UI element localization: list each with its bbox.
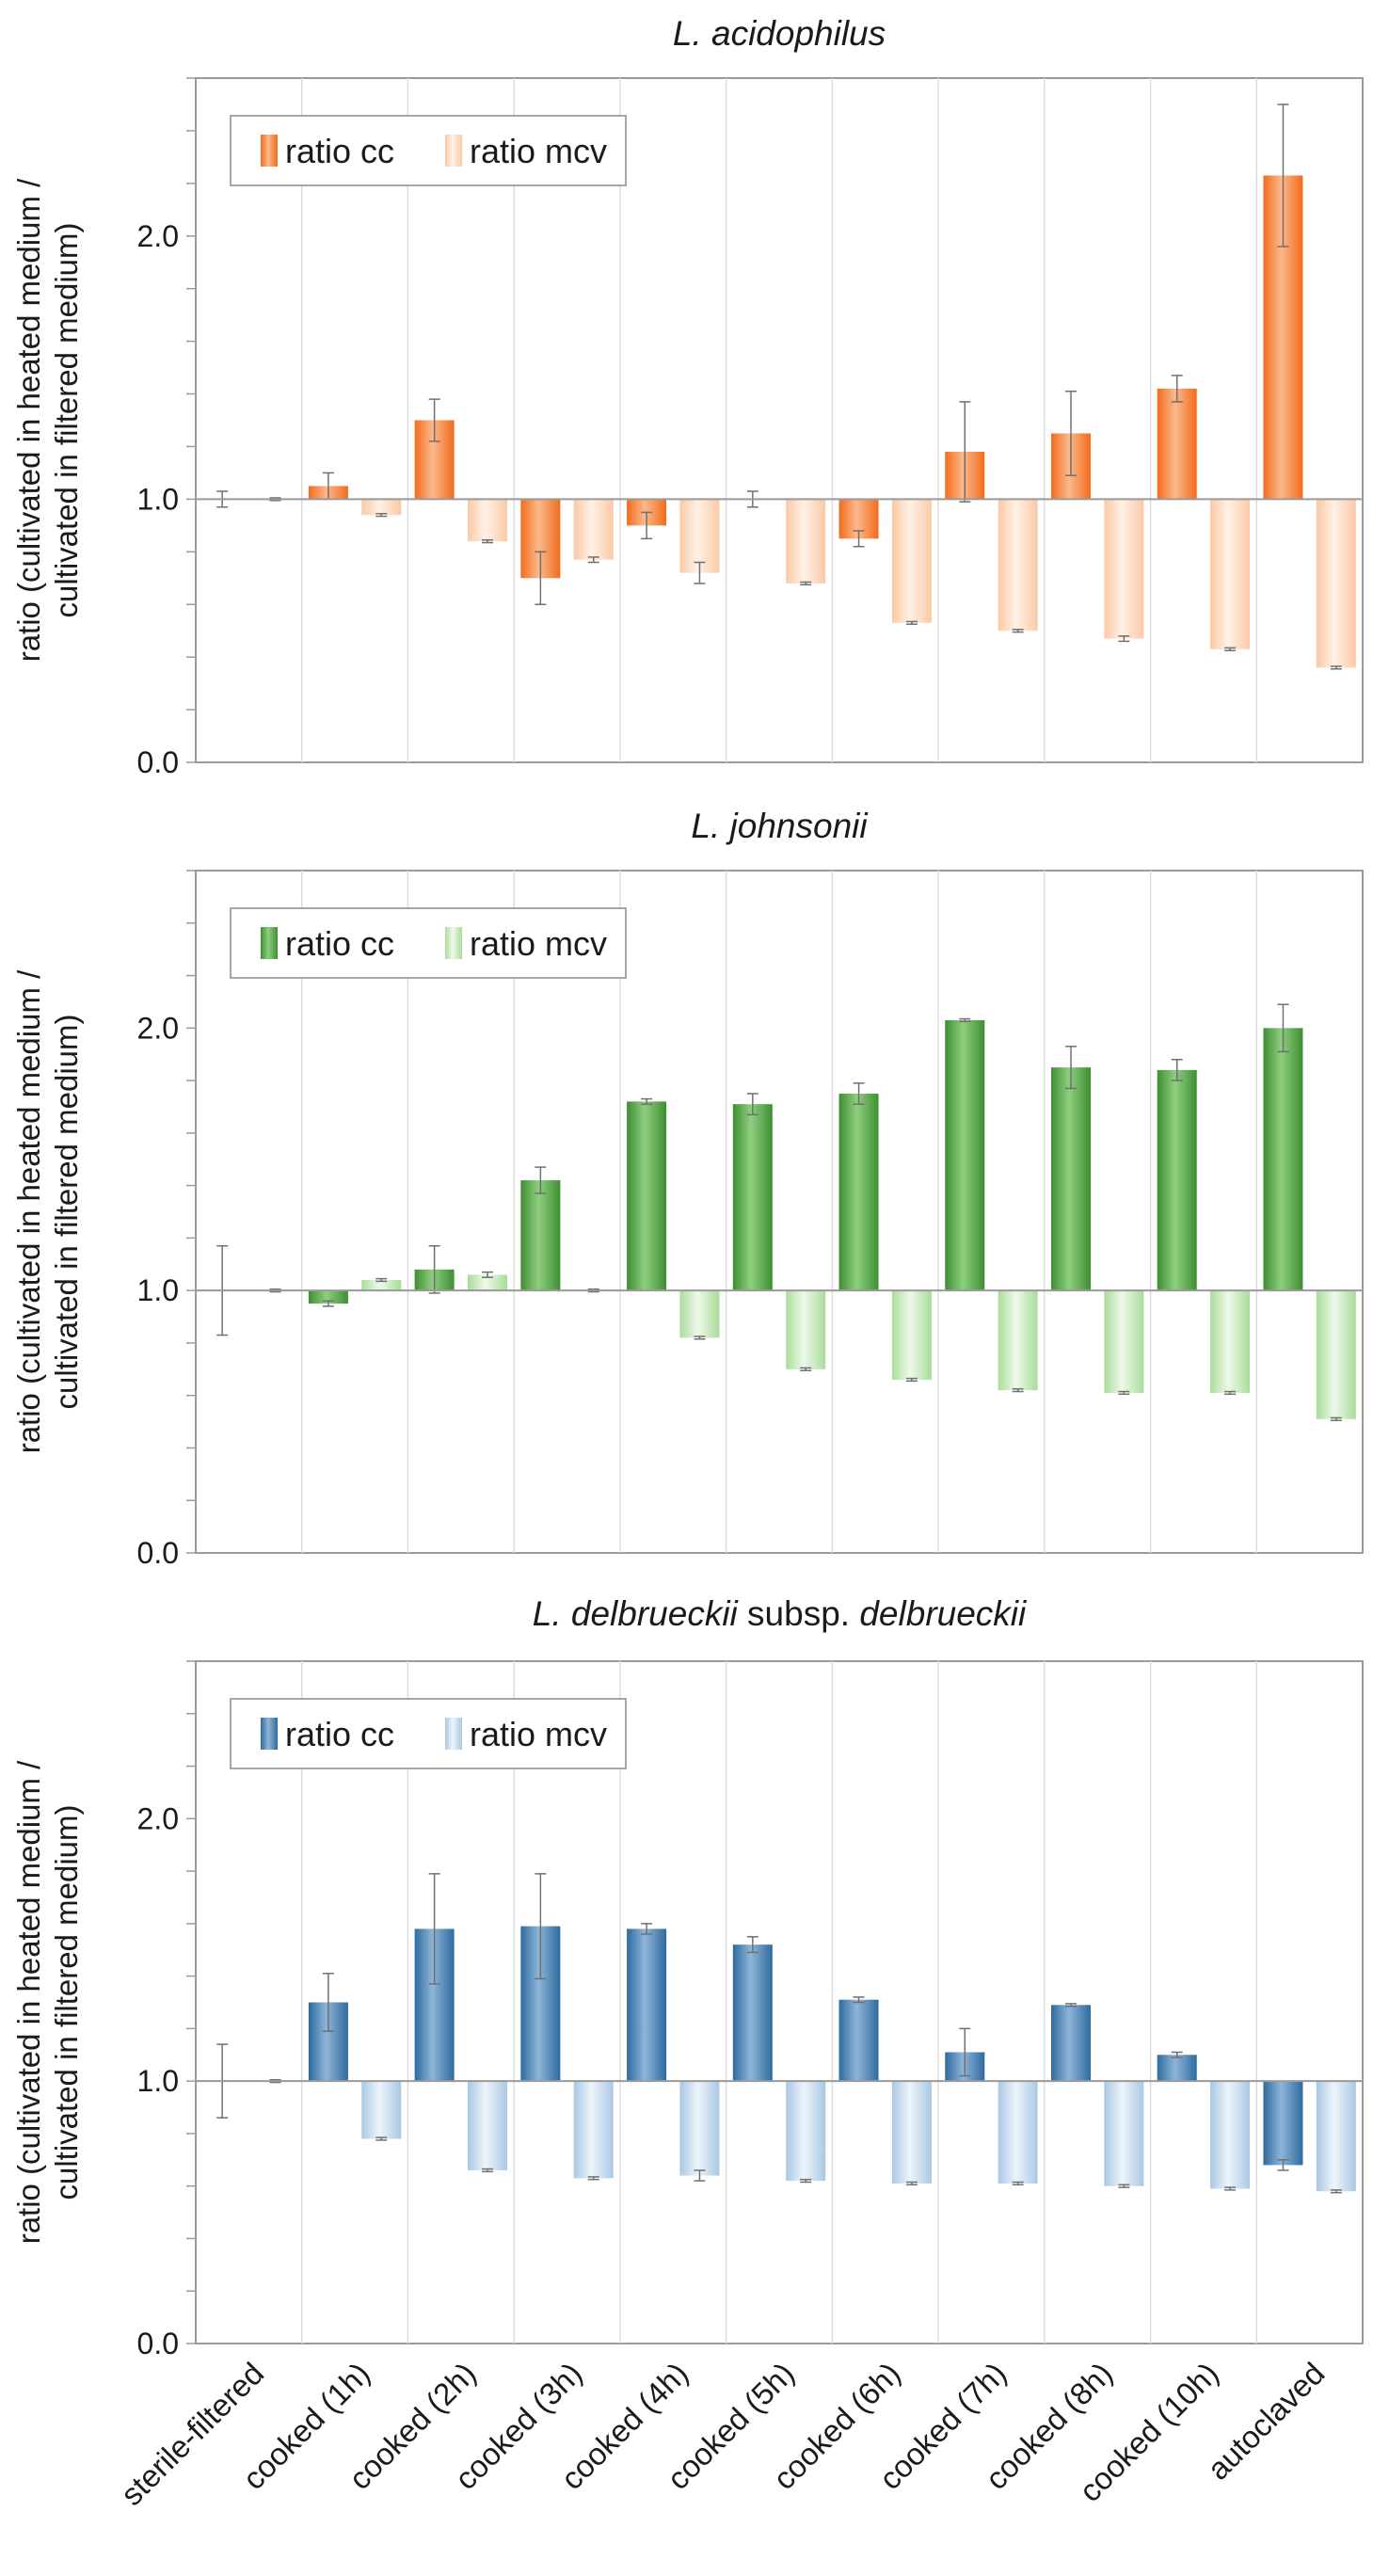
bar-ratio-mcv — [998, 1290, 1038, 1391]
chart-panel-2: L. johnsonii 0.0 1.0 2.0 ratio (cultivated i… — [11, 807, 1364, 1570]
chart-panel-3: L. delbrueckii subsp. delbrueckii 0.0 1.0 2… — [11, 1594, 1364, 2512]
y-axis-label: cultivated in filtered medium) — [49, 1804, 84, 2200]
legend-box — [230, 1698, 627, 1769]
y-axis-label: ratio (cultivated in heated medium / — [11, 969, 46, 1453]
bar-ratio-mcv — [361, 2081, 402, 2139]
bar-ratio-cc — [627, 1101, 667, 1291]
legend: ratio cc ratio mcv — [230, 1698, 627, 1769]
bar-ratio-mcv — [891, 499, 932, 623]
bar-ratio-cc — [308, 1290, 348, 1304]
bar-ratio-mcv — [1104, 1290, 1144, 1393]
legend-label: ratio mcv — [470, 924, 607, 963]
bar-ratio-cc — [732, 1944, 773, 2082]
chart-title: L. johnsonii — [691, 807, 869, 845]
plot-frame — [195, 870, 1364, 1554]
bar-ratio-mcv — [468, 2081, 507, 2170]
bar-ratio-mcv — [573, 2081, 614, 2179]
y-tick-label: 0.0 — [137, 745, 179, 779]
plot-frame — [195, 77, 1364, 763]
legend-label: ratio cc — [285, 924, 394, 963]
bar-ratio-mcv — [573, 499, 614, 560]
bar-ratio-mcv — [1104, 499, 1144, 639]
chart-title: L. acidophilus — [673, 14, 886, 53]
chart-title: L. delbrueckii subsp. delbrueckii — [533, 1594, 1028, 1633]
bar-ratio-mcv — [361, 499, 402, 516]
bar-ratio-mcv — [1316, 499, 1356, 668]
legend-label: ratio mcv — [470, 1715, 607, 1753]
y-axis-label: cultivated in filtered medium) — [49, 1014, 84, 1409]
y-tick-label: 2.0 — [137, 1801, 179, 1835]
bar-ratio-mcv — [679, 1290, 720, 1338]
bar-ratio-cc — [1263, 1028, 1303, 1291]
bar-ratio-mcv — [1210, 499, 1251, 649]
bar-ratio-mcv — [361, 1280, 402, 1291]
y-tick-label: 2.0 — [137, 1011, 179, 1045]
bar-ratio-cc — [838, 1094, 879, 1291]
y-axis-label: ratio (cultivated in heated medium / — [11, 178, 46, 662]
legend-swatch-ratio-cc — [261, 1718, 278, 1750]
bar-ratio-mcv — [468, 499, 507, 542]
y-tick-label: 2.0 — [137, 219, 179, 253]
bar-ratio-mcv — [1104, 2081, 1144, 2186]
y-tick-label: 0.0 — [137, 1536, 179, 1570]
bar-ratio-mcv — [1210, 2081, 1251, 2189]
legend: ratio cc ratio mcv — [230, 907, 627, 979]
bar-ratio-cc — [520, 1180, 561, 1291]
legend-swatch-ratio-mcv — [445, 135, 462, 167]
bar-ratio-cc — [732, 1104, 773, 1291]
bar-ratio-cc — [1051, 1067, 1091, 1291]
legend-label: ratio cc — [285, 132, 394, 170]
legend-swatch-ratio-cc — [261, 927, 278, 959]
bar-ratio-mcv — [1316, 2081, 1356, 2192]
bar-ratio-cc — [1157, 1069, 1197, 1291]
legend-box — [230, 907, 627, 979]
bar-ratio-cc — [838, 1999, 879, 2082]
bar-ratio-mcv — [891, 1290, 932, 1380]
bar-ratio-cc — [1051, 2005, 1091, 2082]
bar-ratio-mcv — [891, 2081, 932, 2184]
bar-ratio-mcv — [679, 2081, 720, 2176]
y-tick-label: 1.0 — [137, 2064, 179, 2098]
bar-ratio-mcv — [786, 499, 826, 584]
y-axis-label: ratio (cultivated in heated medium / — [11, 1760, 46, 2244]
bar-ratio-mcv — [998, 499, 1038, 632]
bar-ratio-mcv — [1210, 1290, 1251, 1393]
legend-swatch-ratio-mcv — [445, 927, 462, 959]
legend-label: ratio cc — [285, 1715, 394, 1753]
legend-swatch-ratio-cc — [261, 135, 278, 167]
y-axis-label: cultivated in filtered medium) — [49, 222, 84, 617]
bar-ratio-cc — [1157, 388, 1197, 500]
bar-ratio-mcv — [679, 499, 720, 573]
bar-ratio-mcv — [786, 1290, 826, 1369]
bar-ratio-cc — [945, 1019, 985, 1291]
chart-panel-1: L. acidophilus 0.0 1.0 2.0 ratio (cultivated… — [11, 14, 1364, 779]
bar-ratio-mcv — [786, 2081, 826, 2182]
x-tick-label: sterile-filtered — [114, 2356, 270, 2512]
plot-frame — [195, 1660, 1364, 2344]
bar-ratio-cc — [1263, 2081, 1303, 2166]
legend-swatch-ratio-mcv — [445, 1718, 462, 1750]
y-tick-label: 1.0 — [137, 482, 179, 516]
y-tick-label: 0.0 — [137, 2327, 179, 2360]
legend-box — [230, 115, 627, 186]
legend: ratio cc ratio mcv — [230, 115, 627, 186]
bar-ratio-mcv — [998, 2081, 1038, 2184]
bar-ratio-cc — [1157, 2055, 1197, 2082]
bar-ratio-cc — [627, 1928, 667, 2082]
y-tick-label: 1.0 — [137, 1273, 179, 1307]
bar-ratio-mcv — [468, 1274, 507, 1291]
legend-label: ratio mcv — [470, 132, 607, 170]
bar-ratio-mcv — [1316, 1290, 1356, 1419]
